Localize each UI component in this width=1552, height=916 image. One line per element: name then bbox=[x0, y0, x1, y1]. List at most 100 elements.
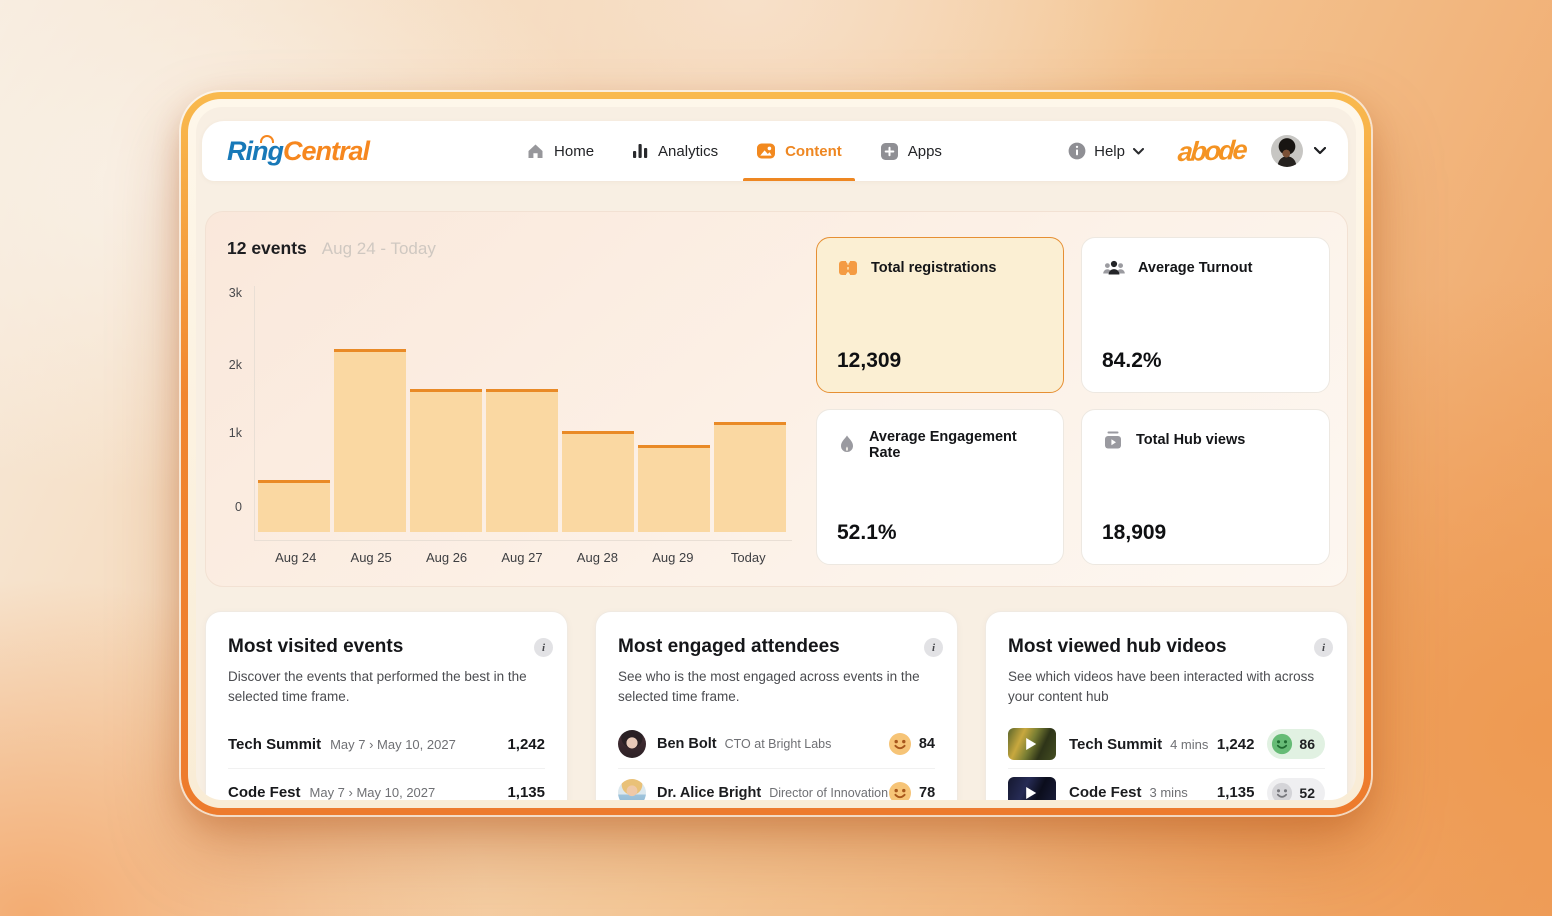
card-description: Discover the events that performed the b… bbox=[228, 669, 527, 704]
events-count: 12 events bbox=[227, 238, 307, 258]
info-icon[interactable]: i bbox=[1314, 638, 1333, 657]
event-date: May 7 › May 10, 2027 bbox=[330, 736, 456, 752]
stat-card-header: Average Turnout bbox=[1102, 257, 1309, 279]
stat-card-header: Total Hub views bbox=[1102, 429, 1309, 451]
video-thumbnail[interactable] bbox=[1008, 728, 1056, 761]
chart-bar-aug29[interactable] bbox=[638, 445, 710, 532]
x-axis-labels: Aug 24 Aug 25 Aug 26 Aug 27 Aug 28 Aug 2… bbox=[258, 550, 786, 565]
nav-item-apps[interactable]: Apps bbox=[861, 121, 961, 181]
nav-item-content[interactable]: Content bbox=[737, 121, 861, 181]
chevron-down-icon bbox=[1314, 147, 1326, 155]
smiley-face-icon bbox=[888, 781, 912, 800]
most-viewed-hub-videos-card: Most viewed hub videos i See which video… bbox=[985, 611, 1348, 800]
x-axis-tick: Aug 27 bbox=[501, 550, 543, 565]
chart-bar-aug24[interactable] bbox=[258, 480, 330, 532]
stat-value: 52.1% bbox=[837, 521, 897, 544]
sentiment-pill-neutral: 52 bbox=[1267, 777, 1325, 800]
stat-card-average-turnout[interactable]: Average Turnout 84.2% bbox=[1081, 237, 1330, 393]
stat-value: 84.2% bbox=[1102, 349, 1162, 372]
x-axis-line bbox=[254, 540, 792, 541]
stat-label: Average Engagement Rate bbox=[869, 429, 1017, 461]
x-axis-tick: Aug 25 bbox=[350, 550, 392, 565]
video-name: Code Fest bbox=[1069, 784, 1142, 800]
people-icon bbox=[1102, 257, 1126, 279]
stat-card-hub-views[interactable]: Total Hub views 18,909 bbox=[1081, 409, 1330, 565]
nav-item-label: Analytics bbox=[658, 142, 719, 160]
video-row[interactable]: Code Fest 3 mins 1,135 52 bbox=[1008, 768, 1325, 800]
y-axis-tick: 2k bbox=[228, 358, 242, 372]
panel-header: 12 events Aug 24 - Today bbox=[227, 238, 436, 259]
info-icon[interactable]: i bbox=[924, 638, 943, 657]
chart-bar-today[interactable] bbox=[714, 422, 786, 532]
analytics-icon bbox=[632, 143, 649, 159]
card-title: Most viewed hub videos bbox=[1008, 636, 1227, 657]
chart-bar-aug27[interactable] bbox=[486, 389, 558, 532]
stat-label: Total registrations bbox=[871, 260, 997, 276]
play-icon bbox=[1026, 786, 1037, 799]
navbar-right: Help abode bbox=[1068, 134, 1326, 167]
attendee-row[interactable]: Dr. Alice Bright Director of Innovation … bbox=[618, 768, 935, 800]
info-icon[interactable]: i bbox=[534, 638, 553, 657]
event-name: Code Fest bbox=[228, 784, 301, 800]
stat-card-header: Total registrations bbox=[837, 257, 1043, 279]
video-icon bbox=[1102, 429, 1124, 451]
attendee-name: Dr. Alice Bright bbox=[657, 784, 762, 800]
video-row[interactable]: Tech Summit 4 mins 1,242 86 bbox=[1008, 720, 1325, 768]
image-content-icon bbox=[756, 141, 776, 161]
event-row[interactable]: Tech Summit May 7 › May 10, 2027 1,242 bbox=[228, 720, 545, 768]
video-views: 1,135 bbox=[1216, 784, 1255, 800]
help-menu[interactable]: Help bbox=[1068, 142, 1144, 160]
user-menu[interactable] bbox=[1271, 135, 1326, 167]
play-icon bbox=[1026, 738, 1037, 751]
ringcentral-logo-ring: Ring bbox=[227, 135, 284, 166]
attendee-avatar bbox=[618, 730, 646, 759]
stat-label: Average Turnout bbox=[1138, 260, 1253, 276]
device-bezel: RingCentral Home Analytics bbox=[188, 99, 1364, 808]
stat-label: Total Hub views bbox=[1136, 432, 1246, 448]
chart-bar-aug25[interactable] bbox=[334, 349, 406, 532]
help-label: Help bbox=[1094, 142, 1125, 160]
y-axis-tick: 1k bbox=[228, 426, 242, 440]
card-rows: Tech Summit 4 mins 1,242 86 Code Fest 3 … bbox=[1008, 720, 1325, 800]
info-icon bbox=[1068, 142, 1086, 160]
most-visited-events-card: Most visited events i Discover the event… bbox=[205, 611, 568, 800]
card-title: Most visited events bbox=[228, 636, 404, 657]
video-views: 1,242 bbox=[1216, 735, 1255, 753]
apps-plus-icon bbox=[880, 142, 899, 161]
app-screen: RingCentral Home Analytics bbox=[196, 107, 1356, 800]
chart-bar-aug28[interactable] bbox=[562, 431, 634, 532]
home-icon bbox=[526, 142, 545, 160]
flame-icon bbox=[837, 434, 857, 456]
ringcentral-logo[interactable]: RingCentral bbox=[227, 135, 370, 167]
engagement-score: 84 bbox=[888, 732, 935, 756]
attendee-role: Director of Innovation bbox=[769, 785, 889, 800]
top-navbar: RingCentral Home Analytics bbox=[202, 121, 1348, 181]
y-axis-tick: 3k bbox=[228, 286, 242, 300]
x-axis-tick: Aug 26 bbox=[425, 550, 468, 565]
y-axis-tick: 0 bbox=[235, 500, 242, 514]
attendee-row[interactable]: Ben Bolt CTO at Bright Labs 84 bbox=[618, 720, 935, 768]
video-thumbnail[interactable] bbox=[1008, 776, 1056, 800]
nav-item-analytics[interactable]: Analytics bbox=[613, 121, 737, 181]
card-title: Most engaged attendees bbox=[618, 636, 840, 657]
smiley-face-icon bbox=[1271, 782, 1293, 800]
stat-value: 12,309 bbox=[837, 349, 902, 372]
main-nav: Home Analytics Content bbox=[507, 121, 961, 181]
x-axis-tick: Aug 29 bbox=[652, 550, 694, 565]
score-value: 78 bbox=[919, 784, 936, 800]
engagement-score: 78 bbox=[888, 781, 935, 800]
nav-item-label: Content bbox=[785, 142, 842, 160]
abode-logo[interactable]: abode bbox=[1176, 134, 1247, 167]
avatar bbox=[1271, 135, 1303, 167]
event-name: Tech Summit bbox=[228, 735, 322, 753]
video-name: Tech Summit bbox=[1069, 735, 1163, 753]
bar-chart bbox=[258, 288, 786, 532]
chart-bar-aug26[interactable] bbox=[410, 389, 482, 532]
nav-item-home[interactable]: Home bbox=[507, 121, 613, 181]
event-date: May 7 › May 10, 2027 bbox=[309, 785, 436, 800]
smiley-face-icon bbox=[1271, 733, 1293, 755]
stat-card-total-registrations[interactable]: Total registrations 12,309 bbox=[816, 237, 1064, 393]
stat-card-engagement-rate[interactable]: Average Engagement Rate 52.1% bbox=[816, 409, 1064, 565]
ticket-icon bbox=[837, 257, 859, 279]
event-row[interactable]: Code Fest May 7 › May 10, 2027 1,135 bbox=[228, 768, 545, 800]
